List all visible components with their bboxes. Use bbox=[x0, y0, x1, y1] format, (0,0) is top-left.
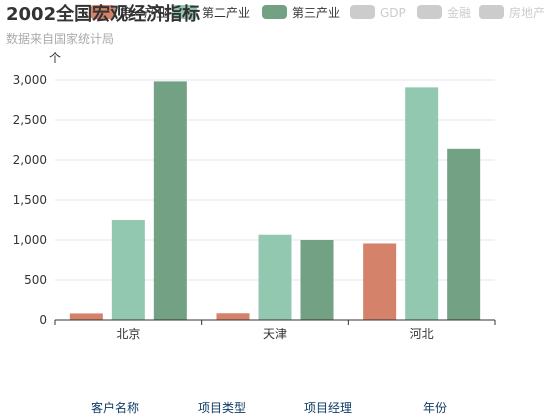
legend-swatch bbox=[90, 5, 115, 19]
y-tick-label: 500 bbox=[24, 273, 47, 287]
legend-item[interactable]: GDP bbox=[350, 5, 406, 20]
legend-swatch bbox=[479, 5, 504, 19]
bar[interactable] bbox=[111, 220, 145, 320]
bar[interactable] bbox=[300, 240, 334, 320]
bar[interactable] bbox=[405, 87, 439, 320]
y-axis: 0 500 1,000 1,500 2,000 2,500 3,000 bbox=[13, 73, 47, 327]
footer-labels: 客户名称 项目类型 项目经理 年份 bbox=[91, 400, 447, 415]
bar[interactable] bbox=[216, 313, 250, 320]
bar[interactable] bbox=[69, 313, 103, 320]
x-axis: 北京 天津 河北 bbox=[54, 319, 496, 341]
legend-item[interactable]: 房地产 bbox=[479, 5, 545, 20]
x-tick-label: 北京 bbox=[116, 327, 140, 341]
footer-label[interactable]: 客户名称 bbox=[91, 400, 139, 415]
footer-label[interactable]: 年份 bbox=[423, 401, 447, 415]
legend-label: 第三产业 bbox=[292, 6, 340, 20]
footer-label[interactable]: 项目类型 bbox=[198, 401, 246, 415]
bar[interactable] bbox=[153, 81, 187, 320]
legend-label: 第一产业 bbox=[120, 6, 168, 20]
legend-swatch bbox=[417, 5, 442, 19]
y-tick-label: 0 bbox=[39, 313, 47, 327]
legend-label: GDP bbox=[380, 6, 406, 20]
y-axis-unit: 个 bbox=[49, 51, 61, 65]
legend-item[interactable]: 第三产业 bbox=[262, 5, 340, 20]
legend-label: 房地产 bbox=[509, 5, 545, 20]
chart-title: 2002全国宏观经济指标 bbox=[6, 3, 200, 25]
bars bbox=[69, 81, 481, 320]
legend-label: 金融 bbox=[447, 5, 471, 20]
x-tick-label: 天津 bbox=[263, 327, 287, 341]
bar[interactable] bbox=[258, 234, 292, 320]
legend-swatch bbox=[262, 5, 287, 19]
y-tick-label: 2,000 bbox=[13, 153, 47, 167]
legend-swatch bbox=[172, 5, 197, 19]
y-tick-label: 2,500 bbox=[13, 113, 47, 127]
legend-item[interactable]: 第一产业 bbox=[90, 5, 168, 20]
y-tick-label: 3,000 bbox=[13, 73, 47, 87]
legend-item[interactable]: 金融 bbox=[417, 5, 471, 20]
x-tick-label: 河北 bbox=[410, 327, 434, 341]
chart-subtitle: 数据来自国家统计局 bbox=[6, 31, 114, 46]
bar[interactable] bbox=[447, 148, 481, 320]
y-tick-label: 1,500 bbox=[13, 193, 47, 207]
y-tick-label: 1,000 bbox=[13, 233, 47, 247]
legend: 第一产业 第二产业 第三产业 GDP 金融 房地产 bbox=[90, 5, 545, 20]
bar[interactable] bbox=[363, 243, 397, 320]
legend-label: 第二产业 bbox=[202, 6, 250, 20]
legend-swatch bbox=[350, 5, 375, 19]
legend-item[interactable]: 第二产业 bbox=[172, 5, 250, 20]
footer-label[interactable]: 项目经理 bbox=[304, 401, 352, 415]
